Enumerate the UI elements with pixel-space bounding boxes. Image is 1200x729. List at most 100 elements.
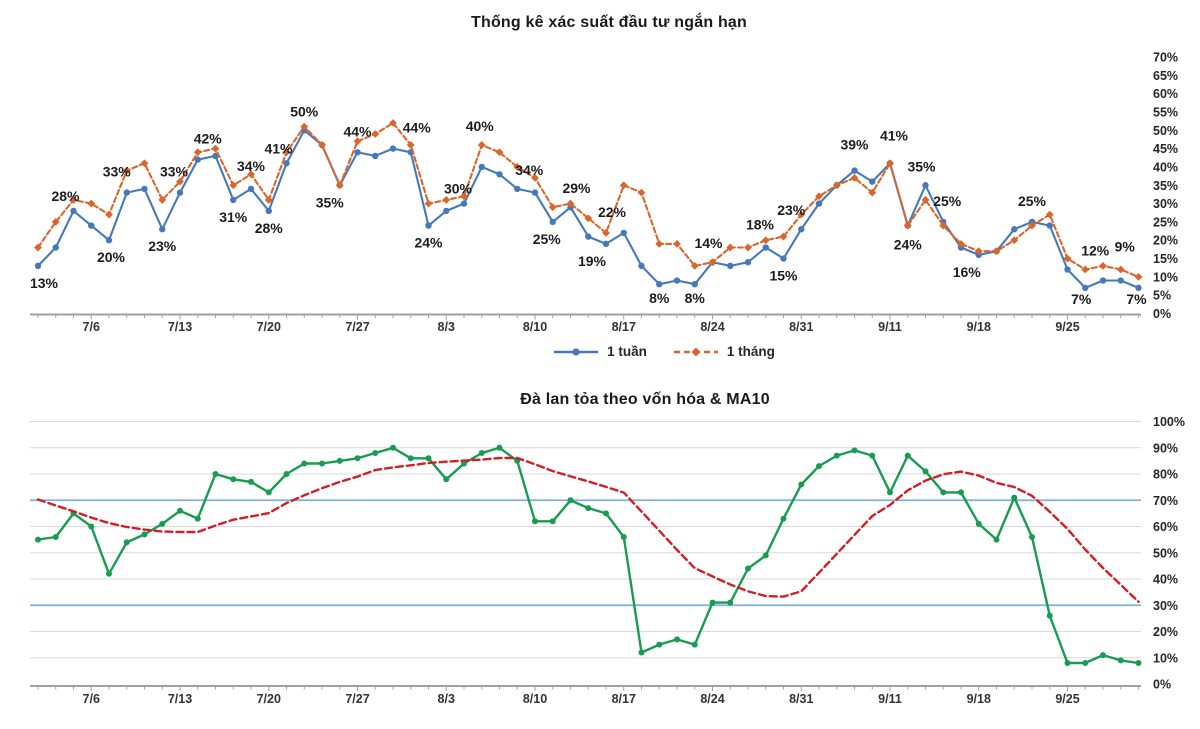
y-tick-label: 25% (1153, 215, 1178, 229)
y-tick-label: 60% (1153, 87, 1178, 101)
x-tick-label: 7/13 (168, 692, 192, 706)
data-label: 42% (194, 131, 223, 147)
x-tick-labels: 7/6 7/13 7/20 7/27 8/3 8/10 8/17 8/24 8/31 9/11 9/… (83, 320, 1080, 334)
data-label: 24% (414, 235, 443, 251)
data-label: 8% (685, 290, 706, 306)
series-1 (36, 456, 1140, 604)
y-tick-label: 10% (1153, 651, 1178, 665)
x-tick-label: 9/18 (967, 692, 991, 706)
x-tick-label: 7/20 (257, 320, 281, 334)
data-label: 23% (777, 202, 806, 218)
data-label: 50% (290, 103, 319, 119)
x-tick-label: 7/27 (345, 320, 369, 334)
y-tick-label: 50% (1153, 546, 1178, 560)
data-label: 7% (1126, 291, 1147, 307)
data-label: 39% (840, 137, 869, 153)
data-label: 25% (1018, 193, 1047, 209)
x-tick-label: 8/10 (523, 320, 547, 334)
x-tick-label: 9/11 (878, 692, 902, 706)
data-label: 41% (880, 127, 909, 143)
x-axis (30, 313, 1141, 320)
x-tick-label: 8/17 (612, 320, 636, 334)
y-tick-label: 10% (1153, 270, 1178, 284)
gridlines (30, 421, 1141, 659)
point-labels: 13% 28% 20% 33% 23% 33% 42% 31% 34% 28% 41% 50% 35% 4… (30, 103, 1147, 307)
y-tick-label: 30% (1153, 599, 1178, 613)
y-tick-label: 55% (1153, 105, 1178, 119)
y-tick-label: 20% (1153, 234, 1178, 248)
y-tick-label: 35% (1153, 179, 1178, 193)
data-label: 33% (103, 164, 132, 180)
x-tick-labels: 7/6 7/13 7/20 7/27 8/3 8/10 8/17 8/24 8/31 9/11 9/… (83, 692, 1080, 706)
x-axis (30, 685, 1141, 691)
data-label: 41% (264, 140, 293, 156)
data-label: 44% (343, 123, 372, 139)
legend-item-1-thang: 1 tháng (673, 344, 775, 359)
x-tick-label: 7/27 (345, 692, 369, 706)
x-tick-label: 7/6 (83, 692, 100, 706)
data-label: 28% (51, 188, 80, 204)
y-tick-labels: 0% 5% 10% 15% 20% 25% 30% 35% 40% 45% 50% 55% 60% 65%… (1153, 51, 1178, 321)
x-tick-label: 8/24 (700, 692, 724, 706)
y-tick-label: 60% (1153, 520, 1178, 534)
y-tick-label: 20% (1153, 625, 1178, 639)
week-series-swatch-icon (554, 347, 599, 356)
data-label: 16% (953, 264, 982, 280)
legend-label-1-thang: 1 tháng (726, 344, 775, 359)
data-label: 25% (533, 231, 562, 247)
x-tick-label: 9/18 (967, 320, 991, 334)
y-tick-label: 30% (1153, 197, 1178, 211)
x-tick-label: 8/3 (438, 320, 455, 334)
data-label: 7% (1071, 291, 1092, 307)
y-tick-label: 40% (1153, 160, 1178, 174)
x-tick-label: 8/10 (523, 692, 547, 706)
top-chart-title: Thống kê xác suất đầu tư ngắn hạn (471, 14, 747, 31)
y-tick-label: 70% (1153, 494, 1178, 508)
x-tick-label: 8/3 (438, 692, 455, 706)
x-tick-label: 8/31 (789, 692, 813, 706)
data-label: 29% (562, 180, 591, 196)
y-tick-label: 80% (1153, 468, 1178, 482)
data-label: 30% (444, 181, 473, 197)
data-label: 19% (578, 253, 607, 269)
x-tick-label: 9/25 (1055, 692, 1079, 706)
data-label: 23% (148, 238, 177, 254)
data-label: 22% (598, 204, 627, 220)
series-1 (34, 119, 1143, 281)
data-label: 25% (933, 193, 962, 209)
market-breadth-ma10-chart: 7/6 7/13 7/20 7/27 8/3 8/10 8/17 8/24 8/31 9/11 9/… (30, 415, 1185, 706)
data-label: 24% (894, 237, 923, 253)
bottom-chart-title: Đà lan tỏa theo vốn hóa & MA10 (520, 391, 770, 408)
data-label: 14% (694, 235, 723, 251)
y-tick-label: 45% (1153, 142, 1178, 156)
y-tick-label: 50% (1153, 124, 1178, 138)
y-tick-labels: 0% 10% 20% 30% 40% 50% 60% 70% 80% 90% 100% (1153, 415, 1185, 692)
data-label: 31% (219, 209, 248, 225)
data-label: 34% (237, 158, 266, 174)
y-tick-label: 100% (1153, 415, 1185, 429)
data-label: 28% (255, 220, 284, 236)
x-tick-label: 8/17 (612, 692, 636, 706)
y-tick-label: 5% (1153, 289, 1171, 303)
data-label: 9% (1115, 239, 1136, 255)
data-label: 15% (769, 268, 798, 284)
y-tick-label: 15% (1153, 252, 1178, 266)
y-tick-label: 70% (1153, 51, 1178, 65)
data-label: 34% (515, 162, 544, 178)
x-tick-label: 8/24 (700, 320, 724, 334)
x-tick-label: 8/31 (789, 320, 813, 334)
data-label: 35% (907, 158, 936, 174)
month-series-swatch-icon (673, 347, 718, 356)
y-tick-label: 0% (1153, 307, 1171, 321)
data-label: 40% (466, 118, 495, 134)
data-label: 20% (97, 249, 126, 265)
data-label: 44% (403, 119, 432, 135)
short-term-probability-chart: 7/6 7/13 7/20 7/27 8/3 8/10 8/17 8/24 8/31 9/11 9/… (30, 51, 1178, 334)
x-tick-label: 9/25 (1055, 320, 1079, 334)
y-tick-label: 65% (1153, 69, 1178, 83)
x-tick-label: 7/6 (83, 320, 100, 334)
data-label: 12% (1081, 243, 1110, 259)
x-tick-label: 7/20 (257, 692, 281, 706)
top-chart-legend: 1 tuần 1 tháng (0, 344, 1200, 359)
